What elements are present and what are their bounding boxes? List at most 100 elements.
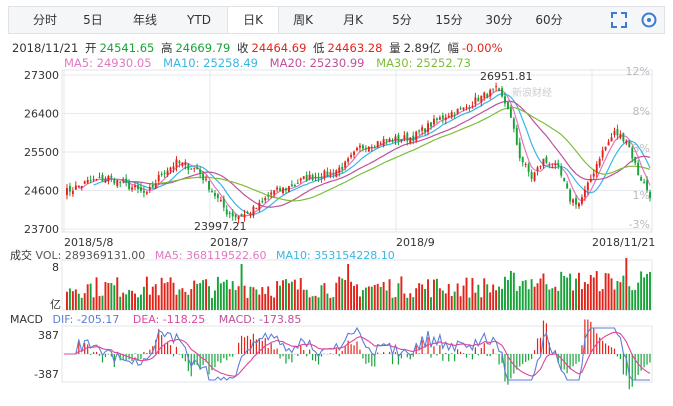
volume-bar (282, 280, 284, 310)
candle-up (314, 176, 317, 178)
volume-bar (323, 283, 326, 310)
open-label: 开 (84, 41, 97, 55)
price-tick-label: 23700 (24, 223, 59, 236)
period-tab-bar: 分时 5日 年线 YTD 日K 周K 月K 5分 15分 30分 60分 (8, 6, 665, 34)
macd-bar (575, 354, 577, 364)
candle-up (80, 185, 83, 188)
volume-bar (498, 286, 501, 310)
tab-ytd[interactable]: YTD (187, 13, 211, 27)
volume-bar (116, 277, 119, 310)
candle-up (370, 147, 373, 149)
volume-bar (489, 292, 492, 310)
volume-bar (347, 264, 350, 310)
macd-bar (397, 354, 400, 365)
tab-daily-k[interactable]: 日K (227, 7, 279, 33)
volume-bar (566, 277, 569, 310)
candle-up (122, 180, 125, 182)
candle-up (166, 170, 169, 176)
candle-up (131, 187, 134, 190)
macd-bar (489, 354, 491, 357)
candle-down (468, 106, 471, 109)
macd-bar (243, 337, 246, 354)
volume-bar (622, 275, 625, 310)
candle-down (113, 179, 116, 184)
candle-down (486, 94, 489, 98)
tab-30min[interactable]: 30分 (485, 13, 513, 27)
candle-up (243, 214, 246, 218)
tab-60min[interactable]: 60分 (535, 13, 563, 27)
volume-bar (125, 294, 128, 310)
low-label: 低 (313, 41, 325, 55)
volume-bar (643, 277, 646, 310)
volume-bar (527, 289, 530, 310)
macd-bar (101, 354, 104, 363)
volume-bar (430, 297, 432, 310)
volume-bar (157, 295, 160, 310)
macd-bar (646, 354, 648, 365)
volume-bar (311, 296, 314, 310)
min-annotation: 23997.21 (194, 220, 247, 233)
tab-monthly-k[interactable]: 月K (343, 13, 363, 27)
volume-bar (394, 297, 397, 310)
candle-down (628, 141, 631, 148)
ma-legend: MA5: 24930.05 MA10: 25258.49 MA20: 25230… (64, 56, 479, 70)
candle-down (178, 161, 181, 164)
tab-intraday[interactable]: 分时 (32, 13, 57, 27)
candle-up (157, 175, 160, 182)
candle-down (566, 183, 569, 189)
ma30-legend: MA30: 25252.73 (376, 56, 471, 70)
volume-bar (290, 281, 293, 310)
candle-up (273, 190, 276, 195)
volume-bar (607, 273, 610, 310)
volume-bar (572, 290, 575, 310)
macd-bar (581, 345, 583, 354)
volume-bottom-tick: 亿 (50, 298, 61, 311)
volume-bar (95, 277, 98, 310)
volume-bar (382, 282, 385, 310)
candle-up (400, 139, 403, 141)
volume-bar (98, 296, 101, 310)
macd-bar (533, 350, 536, 354)
volume-bar (421, 284, 424, 310)
candle-down (231, 212, 234, 217)
volume-bar (119, 296, 122, 310)
macd-bar (531, 354, 533, 360)
volume-bar (89, 283, 92, 310)
volume-bar (137, 297, 139, 310)
volume-bar (388, 279, 391, 310)
tab-weekly-k[interactable]: 周K (293, 13, 313, 27)
tab-15min[interactable]: 15分 (435, 13, 463, 27)
macd-bar (329, 353, 331, 354)
settings-icon[interactable] (639, 10, 659, 30)
macd-bar (220, 354, 222, 363)
candle-down (228, 212, 231, 215)
price-tick-label: 25500 (24, 146, 59, 159)
volume-bar (619, 282, 622, 310)
volume-bar (563, 275, 566, 310)
candle-up (270, 192, 273, 195)
volume-bar (432, 279, 435, 310)
candle-down (616, 128, 619, 136)
macd-bar (536, 338, 539, 354)
volume-bar (110, 283, 113, 310)
volume-bar (613, 289, 616, 310)
volume-bar (299, 278, 302, 310)
volume-bar (279, 285, 282, 310)
candle-up (98, 177, 101, 179)
volume-bar (249, 286, 252, 310)
volume-bar (314, 295, 317, 310)
volume-bar (640, 271, 643, 310)
tab-5min[interactable]: 5分 (392, 13, 412, 27)
macd-bar (510, 354, 512, 379)
candle-up (338, 167, 341, 173)
tab-5day[interactable]: 5日 (83, 13, 103, 27)
chg-value: -0.00% (461, 41, 503, 55)
macd-bar (501, 354, 503, 364)
candle-up (148, 187, 151, 190)
macd-bar (335, 348, 337, 354)
volume-bar (332, 297, 335, 310)
fullscreen-icon[interactable] (609, 10, 629, 30)
tab-yearline[interactable]: 年线 (132, 13, 157, 27)
candle-down (128, 181, 131, 190)
